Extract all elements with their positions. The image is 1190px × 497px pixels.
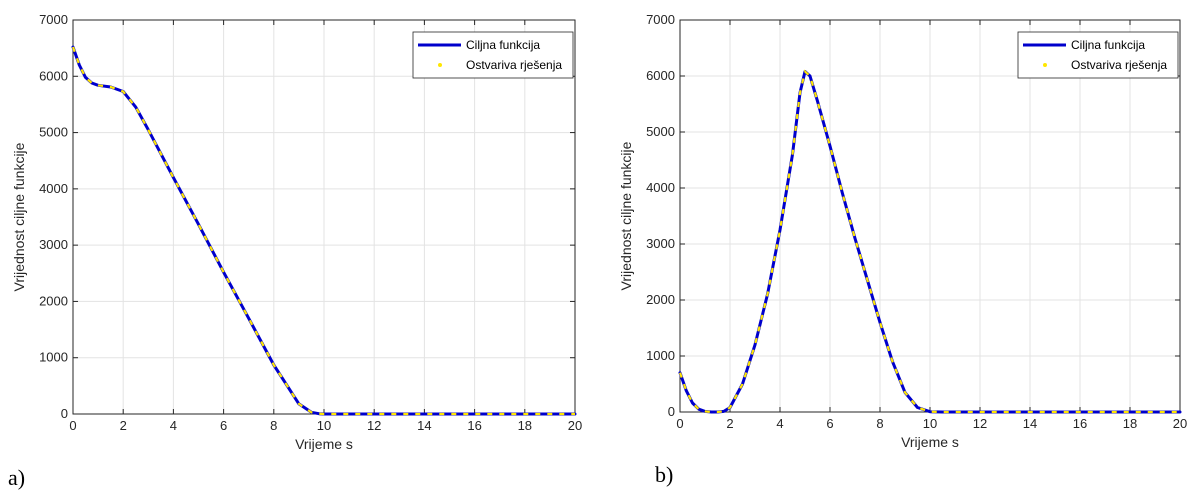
x-tick-label: 0 [676, 416, 683, 431]
y-tick-label: 1000 [39, 350, 68, 365]
x-tick-label: 16 [467, 418, 481, 433]
legend-box [1017, 31, 1179, 79]
x-tick-label: 20 [1173, 416, 1187, 431]
series-line-1 [678, 70, 1182, 414]
panel-label-b: b) [655, 462, 673, 487]
series-dotted-line-2 [71, 46, 575, 416]
legend-box [412, 31, 574, 79]
legend-entry-label: Ostvariva rješenja [466, 58, 562, 72]
x-axis-label: Vrijeme s [901, 434, 959, 450]
legend-swatch-dot [438, 63, 442, 67]
x-tick-label: 20 [568, 418, 582, 433]
y-tick-label: 3000 [39, 237, 68, 252]
y-tick-label: 0 [668, 404, 675, 419]
y-tick-label: 6000 [646, 68, 675, 83]
y-tick-label: 4000 [39, 181, 68, 196]
x-tick-label: 12 [973, 416, 987, 431]
x-tick-label: 18 [518, 418, 532, 433]
legend-swatch-dot [1043, 63, 1047, 67]
x-tick-label: 18 [1123, 416, 1137, 431]
x-axis-label: Vrijeme s [295, 436, 353, 452]
panel-label-a: a) [8, 465, 25, 490]
x-tick-label: 6 [220, 418, 227, 433]
y-tick-label: 7000 [646, 12, 675, 27]
y-tick-label: 2000 [39, 293, 68, 308]
y-axis-label: Vrijednost ciljne funkcije [618, 141, 634, 290]
chart-panel-b: 0 2 4 6 8 10 12 14 16 18 20 0 1000 2000 3000 4000 5000 60… [618, 12, 1187, 450]
x-tick-label: 12 [367, 418, 381, 433]
y-tick-label: 6000 [39, 68, 68, 83]
y-tick-label: 7000 [39, 12, 68, 27]
y-axis-label: Vrijednost ciljne funkcije [11, 142, 27, 291]
y-tick-label: 1000 [646, 348, 675, 363]
x-tick-label: 4 [776, 416, 783, 431]
x-tick-label: 14 [417, 418, 431, 433]
y-tick-label: 4000 [646, 180, 675, 195]
x-tick-label: 0 [69, 418, 76, 433]
legend-entry-label: Ostvariva rješenja [1071, 58, 1167, 72]
x-tick-label: 16 [1073, 416, 1087, 431]
y-tick-label: 5000 [646, 124, 675, 139]
legend-entry-label: Ciljna funkcija [1071, 38, 1145, 52]
y-tick-label: 0 [61, 406, 68, 421]
x-tick-label: 6 [826, 416, 833, 431]
legend-entry-label: Ciljna funkcija [466, 38, 540, 52]
x-tick-label: 14 [1023, 416, 1037, 431]
x-tick-label: 10 [923, 416, 937, 431]
x-tick-label: 8 [270, 418, 277, 433]
y-tick-label: 2000 [646, 292, 675, 307]
y-tick-label: 5000 [39, 125, 68, 140]
x-tick-label: 10 [317, 418, 331, 433]
x-tick-label: 2 [120, 418, 127, 433]
chart-panel-a: 0 2 4 6 8 10 12 14 16 18 20 0 1000 2000 3000 4000 5000 60… [11, 12, 582, 452]
x-tick-label: 4 [170, 418, 177, 433]
y-tick-label: 3000 [646, 236, 675, 251]
x-tick-label: 8 [876, 416, 883, 431]
x-tick-label: 2 [726, 416, 733, 431]
